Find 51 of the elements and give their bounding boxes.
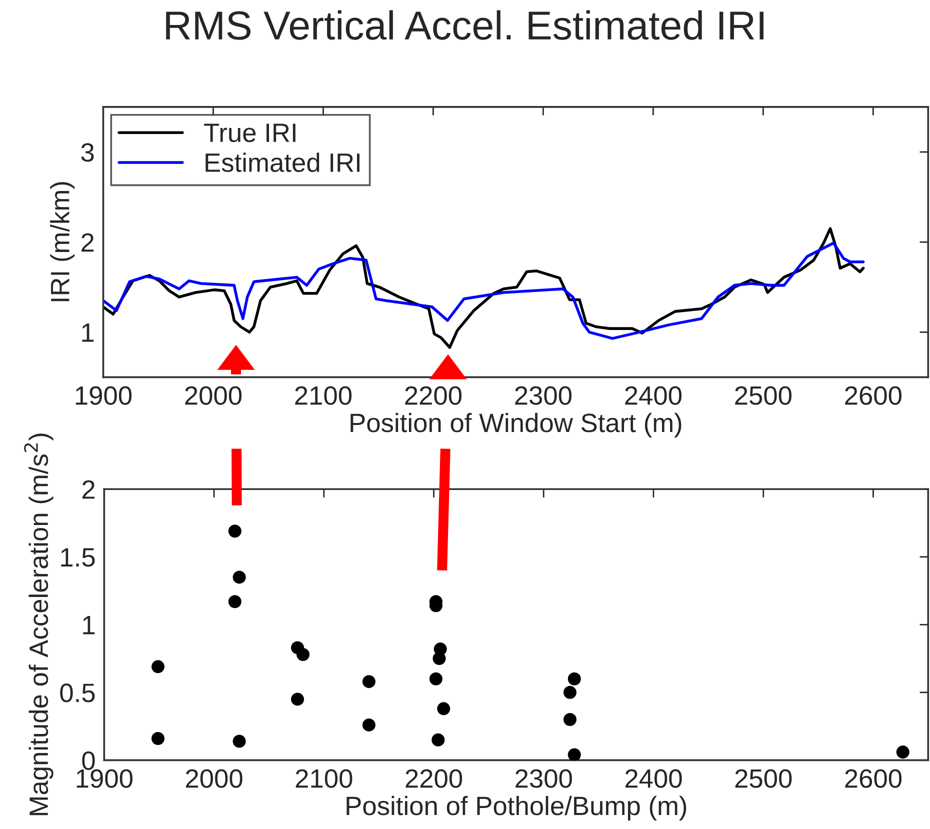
x-tick-label: 2400 <box>625 386 682 405</box>
x-tick-label: 2100 <box>296 769 352 788</box>
x-tick-label: 1900 <box>76 769 132 788</box>
point <box>563 713 576 726</box>
point <box>151 732 164 746</box>
point <box>432 652 446 666</box>
x-tick-label: 2500 <box>735 769 792 788</box>
point <box>437 702 450 716</box>
point <box>563 686 576 699</box>
point <box>296 648 310 661</box>
line-series <box>103 242 865 340</box>
y-tick-label: 3 <box>81 143 94 162</box>
point <box>232 734 246 748</box>
y-tick-label: 2 <box>82 480 95 499</box>
x-tick-label: 2200 <box>406 769 462 788</box>
x-tick-label: 1900 <box>76 386 132 405</box>
point <box>429 672 442 686</box>
chart-title: RMS Vertical Accel. Estimated IRI <box>166 10 764 40</box>
y-tick-label: 1.5 <box>61 548 95 567</box>
y-tick-label: 1 <box>82 324 94 342</box>
x-tick-label: 2300 <box>516 769 572 788</box>
y-tick-label: 2 <box>82 233 94 252</box>
point <box>232 570 246 584</box>
legend-label: Estimated IRI <box>206 152 360 172</box>
x-tick-label: 2500 <box>735 386 792 405</box>
x-tick-label: 2100 <box>295 386 352 405</box>
legend-label: True IRI <box>204 124 296 142</box>
y-axis-title: IRI (m/km) <box>50 182 75 302</box>
point <box>432 733 445 746</box>
y-tick-label: 0 <box>82 751 95 770</box>
y-tick-label: 0.5 <box>60 684 95 702</box>
point <box>568 748 581 760</box>
x-tick-label: 2200 <box>405 386 462 405</box>
point <box>362 675 376 688</box>
x-tick-label: 2600 <box>845 769 902 788</box>
x-tick-label: 2300 <box>515 386 572 405</box>
point <box>362 718 376 732</box>
y-axis-title: Magnitude of Acceleration (m/s$^{2}$) <box>24 434 54 816</box>
x-axis-title: Position of Window Start (m) <box>350 412 682 438</box>
point <box>228 524 242 538</box>
point <box>896 746 910 759</box>
x-tick-label: 2000 <box>185 386 242 405</box>
point <box>228 595 242 608</box>
point <box>151 660 164 674</box>
point <box>291 692 304 706</box>
x-tick-label: 2000 <box>186 769 242 788</box>
point <box>568 672 581 686</box>
y-tick-label: 1 <box>83 616 95 634</box>
x-tick-label: 2600 <box>845 386 902 405</box>
x-axis-title: Position of Pothole/Bump (m) <box>346 796 686 821</box>
x-tick-label: 2400 <box>625 769 682 788</box>
